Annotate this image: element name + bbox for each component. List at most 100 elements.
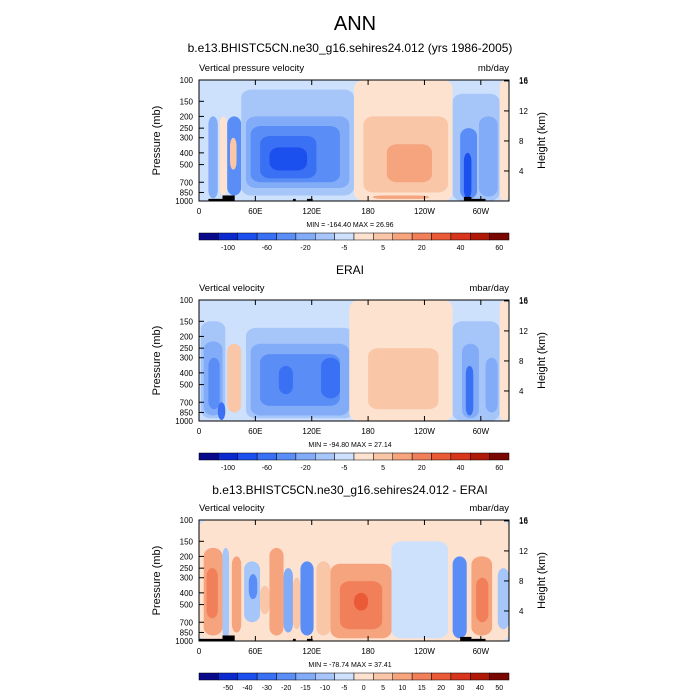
x-tick-label: 120E bbox=[302, 427, 321, 436]
y-tick-label: 700 bbox=[180, 618, 194, 627]
land-mask-block bbox=[222, 195, 235, 201]
x-tick-label: 120E bbox=[302, 647, 321, 656]
colorbar-box bbox=[392, 672, 413, 681]
height-tick-label-top: 16 bbox=[519, 296, 528, 305]
colorbar-box bbox=[218, 672, 238, 681]
contour-field bbox=[199, 80, 509, 201]
y-tick-label: 850 bbox=[180, 188, 194, 197]
colorbar-label: 40 bbox=[457, 245, 465, 252]
colorbar-box bbox=[489, 232, 510, 241]
y-tick-label: 400 bbox=[180, 149, 194, 158]
colorbar-label: -60 bbox=[262, 465, 272, 472]
colorbar-box bbox=[470, 672, 490, 681]
y-tick-label: 150 bbox=[180, 537, 194, 546]
y-tick-label: 200 bbox=[180, 112, 194, 121]
contour-region bbox=[208, 357, 220, 410]
y-tick-label: 100 bbox=[180, 296, 194, 305]
colorbar-box bbox=[431, 452, 452, 461]
contour-region bbox=[206, 568, 218, 619]
colorbar-box bbox=[256, 672, 277, 681]
chart-panel-1: b.e13.BHISTC5CN.ne30_g16.sehires24.012 (… bbox=[151, 41, 548, 252]
colorbar-label: 20 bbox=[418, 245, 426, 252]
x-tick-label: 180 bbox=[361, 207, 375, 216]
colorbar-label: -20 bbox=[301, 245, 311, 252]
colorbar-label: 30 bbox=[457, 685, 465, 692]
colorbar-label: 10 bbox=[399, 685, 407, 692]
contour-region bbox=[227, 343, 242, 413]
colorbar-box bbox=[256, 232, 277, 241]
contour-region bbox=[321, 357, 340, 399]
colorbar-box bbox=[237, 672, 258, 681]
land-mask-block bbox=[471, 638, 486, 641]
height-tick-label: 8 bbox=[519, 137, 524, 146]
colorbar-box bbox=[276, 452, 297, 461]
contour-region bbox=[354, 592, 369, 611]
min-max-stats: MIN = -94.80 MAX = 27.14 bbox=[308, 442, 391, 449]
colorbar-label: 5 bbox=[381, 465, 385, 472]
colorbar-box bbox=[373, 452, 393, 461]
colorbar-label: 20 bbox=[418, 465, 426, 472]
land-mask-block bbox=[460, 636, 472, 641]
colorbar-label: 5 bbox=[381, 685, 385, 692]
contour-region bbox=[278, 365, 293, 395]
colorbar-box bbox=[411, 452, 432, 461]
variable-label: Vertical velocity bbox=[199, 283, 265, 294]
height-tick-label: 16 bbox=[519, 517, 528, 526]
panel-title: b.e13.BHISTC5CN.ne30_g16.sehires24.012 -… bbox=[212, 483, 488, 497]
x-tick-label: 60E bbox=[248, 647, 262, 656]
colorbar-box bbox=[237, 452, 258, 461]
x-tick-label: 0 bbox=[197, 207, 202, 216]
height-tick-label: 16 bbox=[519, 77, 528, 86]
colorbar-box bbox=[237, 232, 258, 241]
colorbar-label: -10 bbox=[320, 685, 330, 692]
colorbar-label: -100 bbox=[221, 245, 235, 252]
contour-region bbox=[478, 116, 498, 197]
colorbar-box bbox=[198, 232, 219, 241]
colorbar-label: 40 bbox=[476, 685, 484, 692]
colorbar-box bbox=[411, 672, 432, 681]
land-mask-block bbox=[471, 198, 486, 201]
land-mask-block bbox=[199, 638, 223, 641]
contour-region bbox=[465, 365, 474, 416]
colorbar-box bbox=[218, 232, 238, 241]
y-tick-label: 400 bbox=[180, 589, 194, 598]
colorbar-label: -50 bbox=[223, 685, 233, 692]
y-tick-label: 300 bbox=[180, 574, 194, 583]
colorbar-box bbox=[353, 232, 374, 241]
land-mask-block bbox=[292, 638, 296, 641]
y-tick-label: 500 bbox=[180, 601, 194, 610]
y-tick-label: 300 bbox=[180, 354, 194, 363]
colorbar-label: -5 bbox=[341, 465, 347, 472]
contour-region bbox=[368, 348, 439, 410]
contour-region bbox=[316, 561, 331, 636]
contour-region bbox=[300, 561, 314, 636]
x-tick-label: 180 bbox=[361, 427, 375, 436]
colorbar-label: 40 bbox=[457, 465, 465, 472]
y-axis-title: Pressure (mb) bbox=[151, 326, 163, 396]
y-axis-title-right: Height (km) bbox=[536, 112, 548, 169]
colorbar-box bbox=[392, 452, 413, 461]
min-max-stats: MIN = -164.40 MAX = 26.96 bbox=[306, 222, 393, 229]
colorbar-box bbox=[276, 672, 297, 681]
height-tick-label: 16 bbox=[519, 297, 528, 306]
y-tick-label: 250 bbox=[180, 344, 194, 353]
y-tick-label: 100 bbox=[180, 516, 194, 525]
colorbar-box bbox=[373, 672, 393, 681]
colorbar-box bbox=[334, 672, 355, 681]
y-tick-label: 300 bbox=[180, 134, 194, 143]
x-tick-label: 180 bbox=[361, 647, 375, 656]
colorbar-label: 15 bbox=[418, 685, 426, 692]
min-max-stats: MIN = -78.74 MAX = 37.41 bbox=[308, 662, 391, 669]
x-tick-label: 60W bbox=[473, 647, 490, 656]
colorbar-label: 0 bbox=[362, 685, 366, 692]
colorbar-box bbox=[353, 672, 374, 681]
contour-region bbox=[230, 137, 237, 170]
land-mask-block bbox=[292, 198, 296, 201]
colorbar-label: -40 bbox=[242, 685, 252, 692]
y-tick-label: 1000 bbox=[175, 417, 193, 426]
colorbar-label: -5 bbox=[341, 685, 347, 692]
colorbar-label: 60 bbox=[495, 465, 503, 472]
contour-region bbox=[452, 556, 467, 639]
height-tick-label: 4 bbox=[519, 607, 524, 616]
